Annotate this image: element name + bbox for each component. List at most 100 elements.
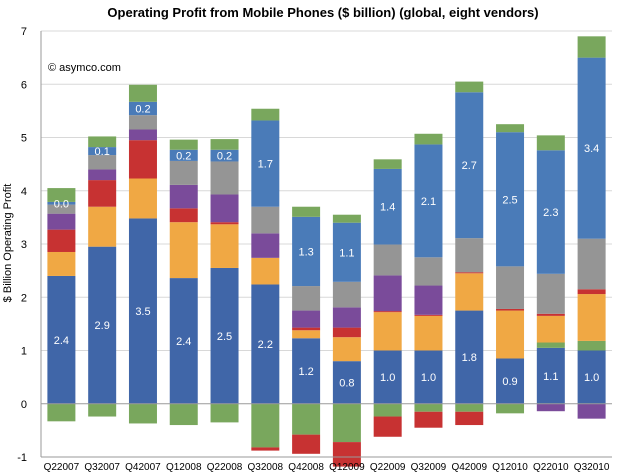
bar-segment (169, 278, 198, 404)
data-label: 1.0 (584, 372, 599, 384)
y-tick-label: 4 (21, 186, 27, 198)
data-label: 3.5 (135, 306, 150, 318)
x-tick-label: Q32007 (84, 462, 120, 473)
y-tick-label: 5 (21, 133, 27, 145)
data-label: 1.0 (421, 372, 436, 384)
bar-segment (47, 188, 76, 202)
bar-segment (128, 115, 157, 130)
bar-segment (577, 57, 606, 239)
x-tick-label: Q22008 (207, 462, 243, 473)
grid-lines (41, 30, 612, 458)
data-label: 2.5 (502, 194, 517, 206)
bar-segment-negative (536, 403, 565, 412)
chart-title: Operating Profit from Mobile Phones ($ b… (107, 5, 538, 20)
bar-segment (128, 101, 157, 116)
bar-segment-negative (577, 403, 606, 419)
bar-segment (455, 272, 484, 274)
bar-segment (577, 350, 606, 404)
bar-segment (251, 284, 280, 404)
bar-segment (373, 244, 402, 276)
bar-segment (536, 313, 565, 316)
bar-segment (47, 229, 76, 252)
bar-segment-negative (128, 403, 157, 424)
y-tick-label: 6 (21, 79, 27, 91)
bar-segment (332, 337, 361, 362)
bar-segment (414, 314, 443, 316)
bar-segment (577, 294, 606, 341)
bar-segment (332, 307, 361, 328)
data-label: 1.1 (339, 247, 354, 259)
bar-segment (577, 289, 606, 295)
data-label: 1.8 (462, 352, 477, 364)
y-tick-label: 3 (21, 239, 27, 251)
data-label: 1.1 (543, 371, 558, 383)
axes: -1 0 1 2 3 4 5 6 7 Q22007 Q32007 Q42007 Q12008 Q22008… (17, 26, 612, 473)
bar-segment (251, 257, 280, 285)
bar-segment (128, 84, 157, 102)
bar-segment (251, 233, 280, 258)
bar-segment (373, 168, 402, 245)
bar-segment (169, 208, 198, 223)
bar-segment-negative (332, 442, 361, 467)
bar-segment (373, 312, 402, 351)
bar-segment (455, 273, 484, 311)
bar-segment (251, 108, 280, 121)
bar-segment (414, 315, 443, 351)
bar-segment (536, 315, 565, 343)
bar-segment (128, 178, 157, 219)
bar-segment (88, 155, 117, 170)
x-tick-label: Q12009 (329, 462, 365, 473)
bar-segment (169, 222, 198, 279)
bar-segment (88, 169, 117, 181)
bar-segment (88, 246, 117, 404)
y-axis-label: $ Billion Operating Profit (2, 184, 14, 303)
bar-segment-negative (373, 416, 402, 437)
bar-segment (128, 218, 157, 404)
data-label: 3.4 (584, 143, 599, 155)
bar-segment (292, 327, 321, 331)
data-label: 0.2 (217, 151, 232, 163)
bar-segment (414, 144, 443, 258)
bar-segment (373, 311, 402, 313)
bar-segment (455, 81, 484, 93)
data-label: 0.2 (135, 103, 150, 115)
data-label: 2.9 (95, 320, 110, 332)
bar-segment (210, 161, 239, 195)
bar-segment (455, 310, 484, 404)
bar-segment (128, 140, 157, 179)
bar-segment (210, 139, 239, 150)
bar-segment (47, 201, 76, 205)
bar-segment (47, 204, 76, 214)
bar-segment (577, 340, 606, 351)
bar-segment (455, 92, 484, 239)
bar-segment (455, 238, 484, 273)
bar-segment (169, 160, 198, 185)
bar-segment (536, 273, 565, 314)
x-tick-label: Q42009 (451, 462, 487, 473)
y-tick-label: -1 (17, 452, 27, 464)
bar-segment (332, 214, 361, 223)
bar-segment-negative (332, 403, 361, 443)
x-tick-label: Q42007 (125, 462, 161, 473)
y-tick-label: 2 (21, 292, 27, 304)
bar-segment (292, 216, 321, 287)
bar-segment (292, 206, 321, 217)
bar-segment-negative (455, 411, 484, 426)
bar-segment (47, 275, 76, 404)
bar-segment (292, 330, 321, 339)
bar-segment-negative (496, 403, 525, 414)
bar-segment (496, 308, 525, 311)
data-label: 2.3 (543, 207, 558, 219)
bar-segment (47, 213, 76, 230)
data-label: 0.0 (54, 198, 69, 210)
bar-segment (128, 129, 157, 141)
bar-segment (47, 251, 76, 276)
data-label: 1.3 (298, 246, 313, 258)
data-label: 1.7 (258, 159, 273, 171)
bar-segment (496, 310, 525, 359)
bar-segment (210, 224, 239, 268)
y-tick-label: 1 (21, 346, 27, 358)
data-label: 0.8 (339, 377, 354, 389)
bar-segment-negative (88, 403, 117, 417)
bar-segment (414, 285, 443, 315)
